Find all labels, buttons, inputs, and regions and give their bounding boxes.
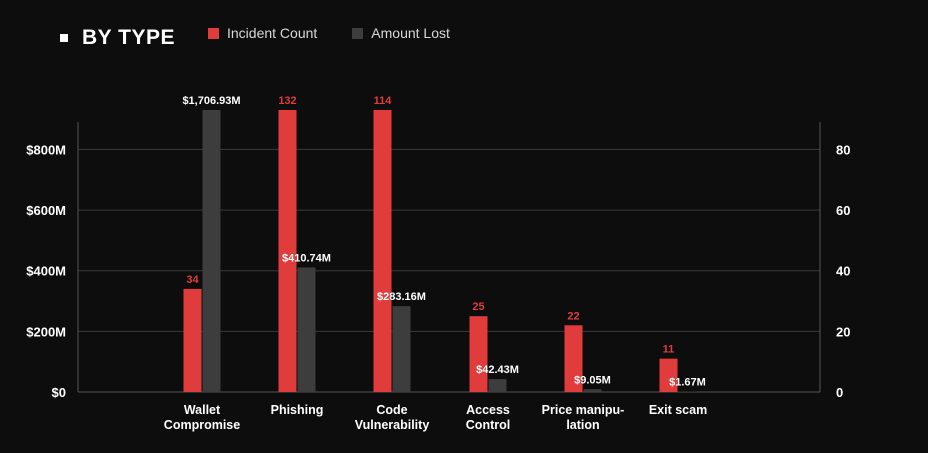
legend-item-amount-lost: Amount Lost <box>352 25 450 41</box>
left-axis-tick-label: $0 <box>52 385 66 400</box>
category-label: Exit scam <box>649 403 707 417</box>
data-label-incident-count: 114 <box>374 95 393 107</box>
legend-swatch-incident-count <box>208 27 219 39</box>
title-square-icon <box>60 34 68 42</box>
category-label: Compromise <box>164 418 240 432</box>
legend-label-amount-lost: Amount Lost <box>371 25 450 41</box>
chart-legend: Incident Count Amount Lost <box>208 25 485 41</box>
data-label-incident-count: 25 <box>472 301 484 313</box>
data-label-incident-count: 132 <box>278 95 296 107</box>
category-label: Vulnerability <box>355 418 430 432</box>
data-label-amount-lost: $42.43M <box>476 364 519 376</box>
right-axis-tick-label: 40 <box>836 264 850 279</box>
data-label-amount-lost: $1.67M <box>669 376 706 388</box>
bar-incident-count <box>469 316 488 392</box>
data-label-amount-lost: $1,706.93M <box>182 95 240 107</box>
category-label: Code <box>376 403 407 417</box>
bar-amount-lost <box>392 306 411 392</box>
bar-amount-lost <box>488 379 507 392</box>
right-axis-tick-label: 0 <box>836 385 843 400</box>
data-label-amount-lost: $283.16M <box>377 291 426 303</box>
right-axis-tick-label: 20 <box>836 324 850 339</box>
category-label: Control <box>466 418 510 432</box>
legend-item-incident-count: Incident Count <box>208 25 317 41</box>
data-label-amount-lost: $9.05M <box>574 374 611 386</box>
category-label: Access <box>466 403 510 417</box>
data-label-amount-lost: $410.74M <box>282 252 331 264</box>
bar-amount-lost <box>678 391 697 392</box>
bar-incident-count <box>278 110 297 392</box>
data-label-incident-count: 22 <box>567 310 579 322</box>
bar-incident-count <box>564 325 583 392</box>
category-label: Wallet <box>184 403 221 417</box>
chart-title: BY TYPE <box>82 26 175 49</box>
left-axis-tick-label: $400M <box>26 264 66 279</box>
right-axis-tick-label: 80 <box>836 142 850 157</box>
bar-incident-count <box>183 288 202 392</box>
left-axis-tick-label: $600M <box>26 203 66 218</box>
legend-label-incident-count: Incident Count <box>227 25 318 41</box>
legend-swatch-amount-lost <box>352 27 364 39</box>
data-label-incident-count: 34 <box>186 274 199 286</box>
category-label: lation <box>566 418 599 432</box>
chart-header: BY TYPE <box>60 22 175 54</box>
right-axis-tick-label: 60 <box>836 203 850 218</box>
category-label: Price manipu- <box>542 403 625 417</box>
bar-amount-lost <box>297 267 316 392</box>
left-axis-tick-label: $800M <box>26 142 66 157</box>
data-label-incident-count: 11 <box>663 344 675 356</box>
category-label: Phishing <box>271 403 324 417</box>
left-axis-tick-label: $200M <box>26 324 66 339</box>
bar-incident-count <box>659 358 678 392</box>
bar-amount-lost <box>202 110 221 392</box>
bar-amount-lost <box>583 389 602 392</box>
bar-incident-count <box>373 110 392 392</box>
